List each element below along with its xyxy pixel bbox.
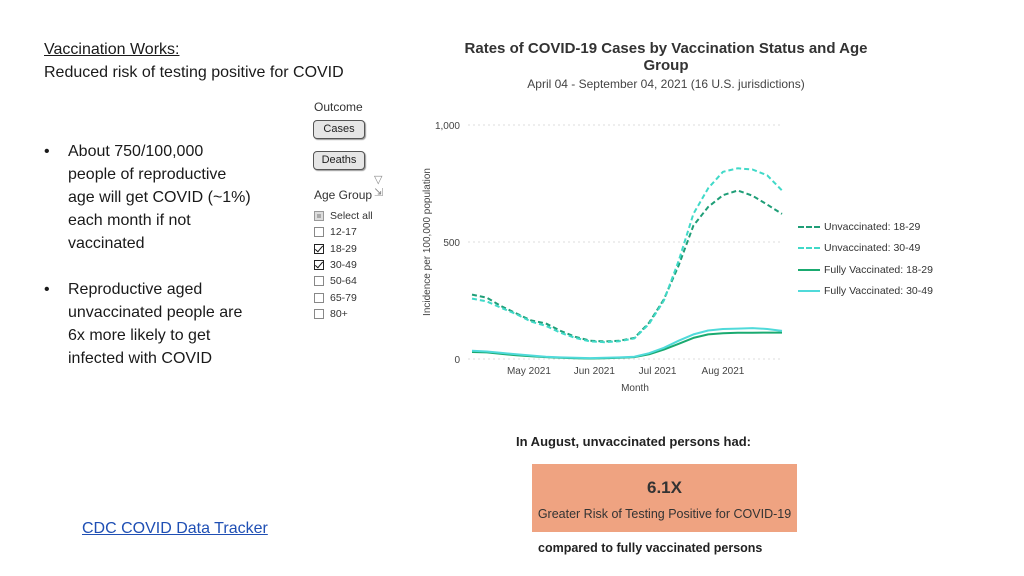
legend-swatch — [798, 247, 820, 250]
legend-swatch — [798, 225, 820, 228]
age-group-option[interactable]: 80+ — [314, 306, 406, 322]
bullet-item: • Reproductive aged unvaccinated people … — [44, 278, 254, 370]
legend-label: Fully Vaccinated: 30-49 — [824, 285, 933, 298]
checkbox[interactable] — [314, 260, 324, 271]
legend-label: Unvaccinated: 18-29 — [824, 220, 921, 233]
series-line — [471, 327, 783, 360]
callout-title: In August, unvaccinated persons had: — [516, 434, 751, 449]
legend-item[interactable]: Fully Vaccinated: 30-49 — [798, 281, 933, 303]
series-line — [471, 167, 783, 344]
outcome-heading: Outcome — [314, 100, 363, 114]
legend-label: Unvaccinated: 30-49 — [824, 242, 921, 255]
y-tick-label: 1,000 — [435, 121, 460, 132]
age-group-label: 65-79 — [330, 291, 357, 304]
age-group-option[interactable]: Select all — [314, 208, 406, 224]
age-group-option[interactable]: 65-79 — [314, 289, 406, 305]
series-line — [471, 189, 783, 343]
chart-title: Rates of COVID-19 Cases by Vaccination S… — [464, 40, 868, 74]
age-group-option[interactable]: 18-29 — [314, 241, 406, 257]
y-tick-label: 0 — [454, 355, 460, 366]
risk-multiplier: 6.1X — [647, 478, 682, 497]
bullet-glyph: • — [44, 281, 50, 298]
age-group-label: 30-49 — [330, 259, 357, 272]
y-tick-label: 500 — [443, 238, 460, 249]
checkbox[interactable] — [314, 276, 324, 287]
checkbox[interactable] — [314, 292, 324, 303]
x-tick-label: Aug 2021 — [702, 366, 745, 377]
bullet-item: • About 750/100,000 people of reproducti… — [44, 140, 254, 255]
risk-description: Greater Risk of Testing Positive for COV… — [537, 507, 792, 521]
filter-clear-icons[interactable]: ▽ ⇲ — [374, 174, 388, 199]
bullet-text: Reproductive aged unvaccinated people ar… — [68, 281, 243, 367]
legend-item[interactable]: Fully Vaccinated: 18-29 — [798, 259, 933, 281]
cases-button[interactable]: Cases — [313, 120, 365, 139]
legend-swatch — [798, 268, 820, 271]
legend-item[interactable]: Unvaccinated: 30-49 — [798, 238, 933, 260]
risk-callout-box: 6.1X Greater Risk of Testing Positive fo… — [532, 464, 797, 532]
checkbox[interactable] — [314, 243, 324, 254]
cdc-tracker-link[interactable]: CDC COVID Data Tracker — [82, 520, 268, 537]
slide-title: Vaccination Works: Reduced risk of testi… — [44, 38, 344, 84]
x-tick-label: May 2021 — [507, 366, 551, 377]
chart-subtitle: April 04 - September 04, 2021 (16 U.S. j… — [527, 77, 805, 91]
x-tick-label: Jun 2021 — [574, 366, 616, 377]
age-group-label: 50-64 — [330, 275, 357, 288]
legend-item[interactable]: Unvaccinated: 18-29 — [798, 216, 933, 238]
x-tick-label: Jul 2021 — [639, 366, 677, 377]
age-group-label: 12-17 — [330, 226, 357, 239]
age-group-option[interactable]: 30-49 — [314, 257, 406, 273]
legend-label: Fully Vaccinated: 18-29 — [824, 263, 933, 276]
slide-title-line2: Reduced risk of testing positive for COV… — [44, 64, 344, 81]
line-chart: 0 500 1,000 Incidence per 100,000 populatio… — [422, 121, 783, 394]
chart-legend: Unvaccinated: 18-29 Unvaccinated: 30-49 Fu… — [798, 216, 933, 302]
legend-swatch — [798, 290, 820, 293]
age-group-option[interactable]: 12-17 — [314, 224, 406, 240]
bullet-list: • About 750/100,000 people of reproducti… — [44, 140, 254, 393]
checkbox[interactable] — [314, 211, 324, 222]
age-group-label: Select all — [330, 210, 373, 223]
age-group-option[interactable]: 50-64 — [314, 273, 406, 289]
age-group-list: Select all 12-17 18-29 30-49 50-64 65-79 80+ — [306, 208, 406, 322]
age-group-label: 18-29 — [330, 242, 357, 255]
checkbox[interactable] — [314, 308, 324, 319]
filter-panel: Outcome Cases Deaths ▽ ⇲ Age Group Selec… — [306, 100, 406, 322]
slide-title-line1: Vaccination Works: — [44, 41, 180, 58]
checkbox[interactable] — [314, 227, 324, 238]
y-axis-label: Incidence per 100,000 population — [422, 168, 433, 316]
callout-footer: compared to fully vaccinated persons — [538, 541, 763, 555]
bullet-glyph: • — [44, 143, 50, 160]
age-group-label: 80+ — [330, 307, 348, 320]
bullet-text: About 750/100,000 people of reproductive… — [68, 143, 251, 252]
x-axis-label: Month — [621, 383, 649, 394]
deaths-button[interactable]: Deaths — [313, 151, 365, 170]
age-group-heading: Age Group — [314, 188, 373, 202]
